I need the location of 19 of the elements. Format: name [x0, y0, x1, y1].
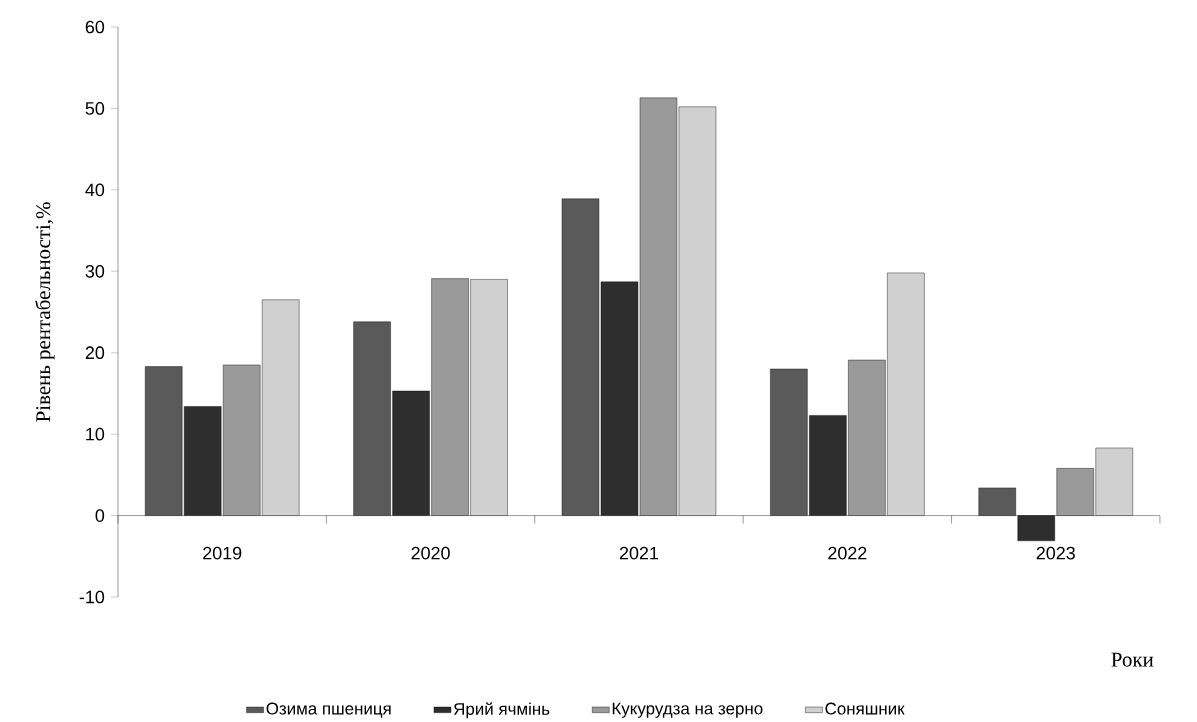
x-tick-label: 2021	[619, 546, 659, 560]
x-tick-label: 2022	[828, 546, 867, 560]
legend-label: Озима пшениця	[266, 702, 391, 718]
y-tick-label: 20	[85, 346, 105, 360]
y-tick-label: 10	[86, 427, 105, 441]
y-tick-label: 60	[85, 20, 105, 34]
x-axis-title: Роки	[1111, 652, 1154, 667]
y-tick-label: 0	[95, 509, 105, 522]
y-tick-label: 30	[85, 264, 105, 278]
legend-label: Ярий ячмінь	[453, 702, 550, 719]
legend-label: Соняшник	[825, 702, 905, 715]
x-tick-label: 2020	[411, 546, 450, 560]
legend-label: Кукурудза на зерно	[612, 702, 763, 718]
y-tick-label: 40	[85, 183, 105, 197]
x-tick-label: 2019	[203, 546, 242, 560]
y-axis-title: Рівень рентабельності,%	[35, 202, 55, 422]
y-tick-label: -10	[79, 590, 105, 604]
y-tick-label: 50	[85, 102, 105, 115]
x-tick-label: 2023	[1036, 546, 1075, 560]
